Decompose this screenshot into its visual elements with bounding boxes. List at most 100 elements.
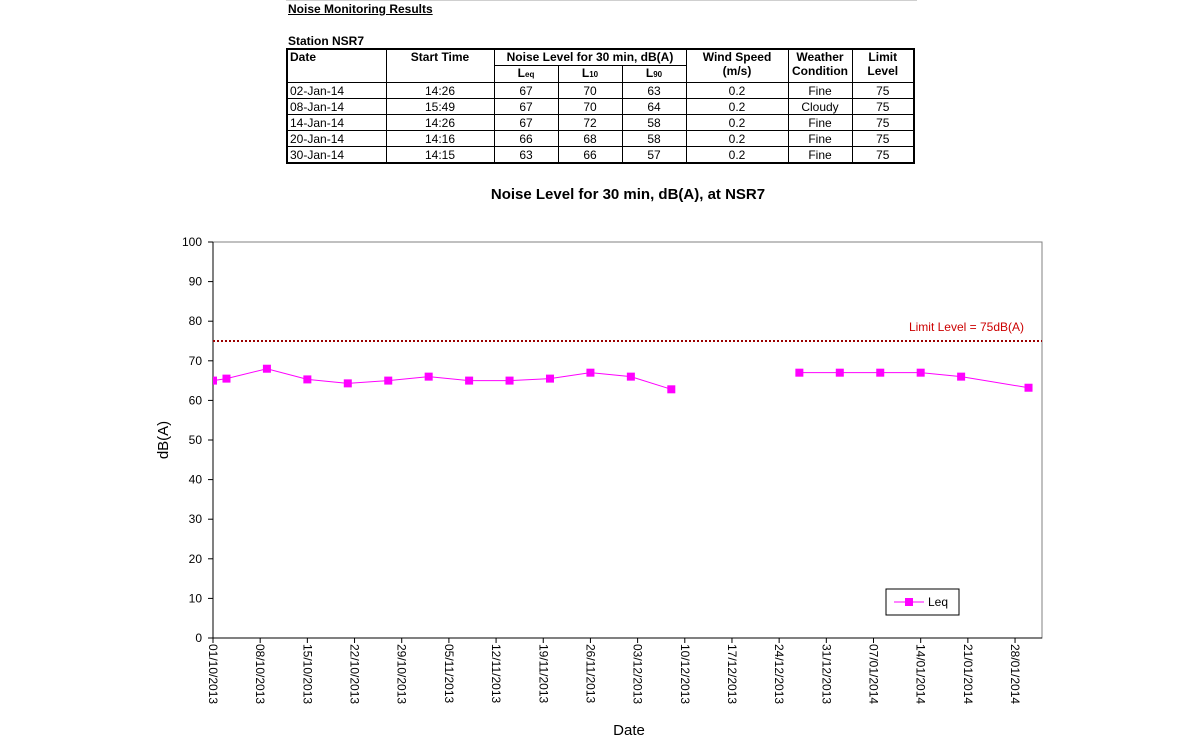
data-point-leq — [1024, 383, 1033, 392]
cell-weather: Fine — [787, 114, 853, 131]
col-header-start-time: Start Time — [385, 48, 495, 83]
station-label: Station NSR7 — [288, 34, 365, 48]
y-tick-label: 30 — [189, 512, 203, 526]
data-point-leq — [343, 379, 352, 388]
limit-label-2: Level — [867, 64, 899, 78]
y-tick-label: 40 — [189, 473, 203, 487]
cell-date: 30-Jan-14 — [286, 146, 387, 164]
y-tick-label: 60 — [189, 393, 203, 407]
x-tick-label: 07/01/2014 — [867, 644, 881, 704]
cell-leq: 67 — [493, 82, 559, 99]
y-tick-label: 80 — [189, 314, 203, 328]
legend-marker — [905, 598, 913, 606]
y-tick-label: 70 — [189, 354, 203, 368]
cell-weather: Fine — [787, 130, 853, 147]
y-tick-label: 20 — [189, 552, 203, 566]
limit-label-1: Limit — [868, 50, 898, 64]
data-point-leq — [835, 368, 844, 377]
x-tick-label: 05/11/2013 — [442, 644, 456, 703]
limit-level-label: Limit Level = 75dB(A) — [909, 320, 1024, 334]
cell-limit: 75 — [851, 82, 915, 99]
data-point-leq — [424, 372, 433, 381]
y-tick-label: 90 — [189, 275, 203, 289]
data-point-leq — [303, 375, 312, 384]
table-row: 20-Jan-14 14:16 66 68 58 0.2 Fine 75 — [286, 130, 915, 147]
wind-speed-label: Wind Speed — [702, 50, 772, 64]
x-tick-label: 22/10/2013 — [348, 644, 362, 704]
data-point-leq — [262, 364, 271, 373]
data-point-leq — [626, 372, 635, 381]
series-line-leq — [799, 372, 1029, 389]
cell-l90: 57 — [621, 146, 687, 164]
plot-area — [212, 241, 1043, 639]
x-tick-label: 17/12/2013 — [725, 644, 739, 704]
legend-label: Leq — [928, 595, 948, 609]
cell-weather: Fine — [787, 146, 853, 164]
y-axis-title: dB(A) — [155, 421, 172, 459]
top-divider — [286, 0, 917, 1]
cell-wind: 0.2 — [685, 146, 789, 164]
x-axis-title: Date — [613, 722, 645, 739]
x-tick-label: 01/10/2013 — [206, 644, 220, 704]
x-tick-label: 31/12/2013 — [819, 644, 833, 704]
cell-start: 14:16 — [385, 130, 495, 147]
cell-wind: 0.2 — [685, 130, 789, 147]
col-header-wind-speed: Wind Speed (m/s) — [685, 48, 789, 83]
data-point-leq — [222, 374, 231, 383]
cell-date: 14-Jan-14 — [286, 114, 387, 131]
cell-limit: 75 — [851, 146, 915, 164]
data-point-leq — [505, 376, 514, 385]
cell-limit: 75 — [851, 130, 915, 147]
x-tick-label: 24/12/2013 — [772, 644, 786, 704]
data-point-leq — [916, 368, 925, 377]
cell-l90: 58 — [621, 130, 687, 147]
report-title: Noise Monitoring Results — [288, 2, 433, 16]
table-row: 02-Jan-14 14:26 67 70 63 0.2 Fine 75 — [286, 82, 915, 99]
chart-title: Noise Level for 30 min, dB(A), at NSR7 — [490, 186, 766, 203]
noise-results-table: Date Start Time Noise Level for 30 min, … — [286, 48, 915, 164]
y-tick-label: 10 — [189, 591, 203, 605]
cell-weather: Cloudy — [787, 98, 853, 115]
table-header-row: Date Start Time Noise Level for 30 min, … — [286, 48, 915, 83]
cell-date: 20-Jan-14 — [286, 130, 387, 147]
x-tick-label: 12/11/2013 — [489, 644, 503, 703]
weather-label-2: Condition — [792, 64, 848, 78]
x-tick-label: 19/11/2013 — [536, 644, 550, 703]
x-tick-label: 10/12/2013 — [678, 644, 692, 704]
data-point-leq — [465, 376, 474, 385]
x-tick-label: 03/12/2013 — [631, 644, 645, 704]
data-point-leq — [213, 376, 217, 385]
table-row: 30-Jan-14 14:15 63 66 57 0.2 Fine 75 — [286, 146, 915, 164]
table-row: 14-Jan-14 14:26 67 72 58 0.2 Fine 75 — [286, 114, 915, 131]
cell-date: 02-Jan-14 — [286, 82, 387, 99]
x-tick-label: 08/10/2013 — [253, 644, 267, 704]
cell-date: 08-Jan-14 — [286, 98, 387, 115]
y-tick-label: 100 — [182, 235, 202, 249]
data-point-leq — [876, 368, 885, 377]
x-tick-label: 15/10/2013 — [300, 644, 314, 704]
data-point-leq — [545, 374, 554, 383]
cell-l10: 66 — [557, 146, 623, 164]
cell-start: 14:26 — [385, 114, 495, 131]
cell-l90: 63 — [621, 82, 687, 99]
cell-wind: 0.2 — [685, 82, 789, 99]
y-tick-label: 0 — [195, 631, 202, 645]
series-line-leq — [213, 368, 672, 390]
data-point-leq — [667, 385, 676, 394]
x-tick-label: 21/01/2014 — [961, 644, 975, 704]
x-tick-label: 28/01/2014 — [1008, 644, 1022, 704]
y-tick-label: 50 — [189, 433, 203, 447]
x-tick-label: 14/01/2014 — [914, 644, 928, 704]
col-header-date: Date — [286, 48, 387, 83]
cell-start: 14:15 — [385, 146, 495, 164]
data-point-leq — [957, 372, 966, 381]
table-subheader-row: Leq L10 L90 — [287, 65, 914, 83]
x-tick-label: 29/10/2013 — [395, 644, 409, 704]
weather-label-1: Weather — [796, 50, 844, 64]
data-point-leq — [795, 368, 804, 377]
data-point-leq — [384, 376, 393, 385]
x-tick-label: 26/11/2013 — [583, 644, 597, 703]
wind-speed-unit: (m/s) — [722, 64, 752, 78]
data-point-leq — [586, 368, 595, 377]
